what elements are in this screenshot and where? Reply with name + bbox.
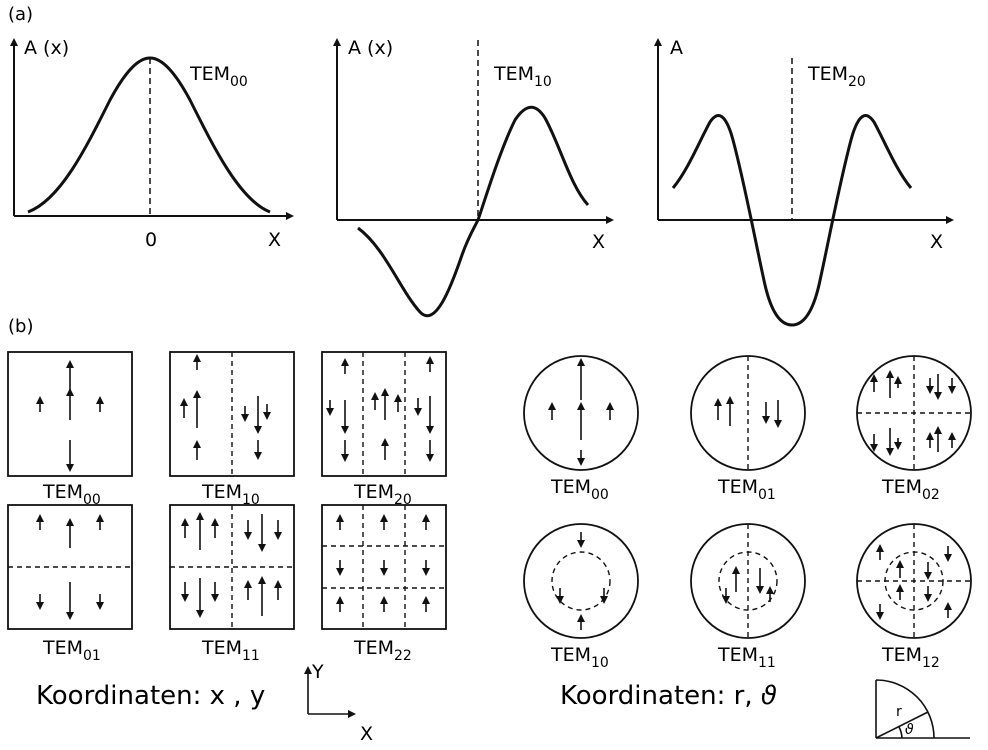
cartesian-axes-icon (304, 666, 356, 718)
circle-tem00 (523, 355, 639, 471)
plot1-mode-label: TEM00 (189, 63, 248, 90)
circ-label-tem10: TEM10 (550, 644, 609, 671)
plot3-mode-label: TEM20 (807, 63, 866, 90)
plot1-origin-label: 0 (145, 229, 157, 251)
plot2-mode-label: TEM10 (493, 63, 552, 90)
plot2-y-label: A (x) (348, 37, 393, 59)
plot-tem00 (10, 38, 294, 220)
sq-label-tem11: TEM11 (201, 637, 260, 664)
plot3-y-label: A (670, 37, 683, 59)
polar-quadrant-icon (875, 679, 970, 739)
second-order-curve (671, 114, 913, 327)
cartesian-x-axis-label: X (360, 723, 373, 745)
sq-label-tem00: TEM00 (42, 481, 101, 508)
plot-tem10 (333, 38, 614, 318)
plot1-y-label: A (x) (24, 37, 69, 59)
sq-label-tem22: TEM22 (353, 637, 412, 664)
square-modes (7, 351, 447, 630)
plot2-x-label: X (592, 231, 605, 253)
cartesian-caption: Koordinaten: x , y (36, 681, 265, 711)
plot1-x-label: X (268, 229, 281, 251)
plot-tem20 (654, 38, 954, 327)
sq-label-tem01: TEM01 (42, 637, 101, 664)
polar-r-label: r (896, 704, 902, 720)
square-tem22 (321, 504, 447, 630)
circle-node-lines (551, 356, 971, 638)
gaussian-curve (27, 56, 271, 214)
plot3-x-label: X (930, 231, 943, 253)
circ-label-tem11: TEM11 (717, 644, 776, 671)
circ-label-tem01: TEM01 (717, 476, 776, 503)
field-arrows (36, 354, 956, 630)
part-a-label: (a) (8, 4, 33, 25)
circ-label-tem02: TEM02 (881, 476, 940, 503)
polar-caption: Koordinaten: r, ϑ (560, 681, 777, 711)
square-tem00 (7, 351, 133, 477)
polar-theta-label: ϑ (905, 722, 914, 738)
circ-label-tem00: TEM00 (550, 476, 609, 503)
square-tem20 (321, 351, 447, 477)
square-node-lines (8, 352, 446, 629)
sq-label-tem20: TEM20 (353, 481, 412, 508)
circ-label-tem12: TEM12 (881, 644, 940, 671)
sq-label-tem10: TEM10 (201, 481, 260, 508)
circle-tem10 (523, 523, 639, 639)
first-order-curve (357, 105, 590, 318)
cartesian-y-axis-label: Y (311, 661, 324, 683)
part-b-label: (b) (8, 316, 33, 337)
